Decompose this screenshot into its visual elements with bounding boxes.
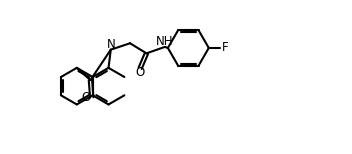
Text: O: O [82,91,91,104]
Text: F: F [222,41,229,55]
Text: NH: NH [156,35,174,48]
Text: O: O [136,66,145,79]
Text: N: N [106,38,115,51]
